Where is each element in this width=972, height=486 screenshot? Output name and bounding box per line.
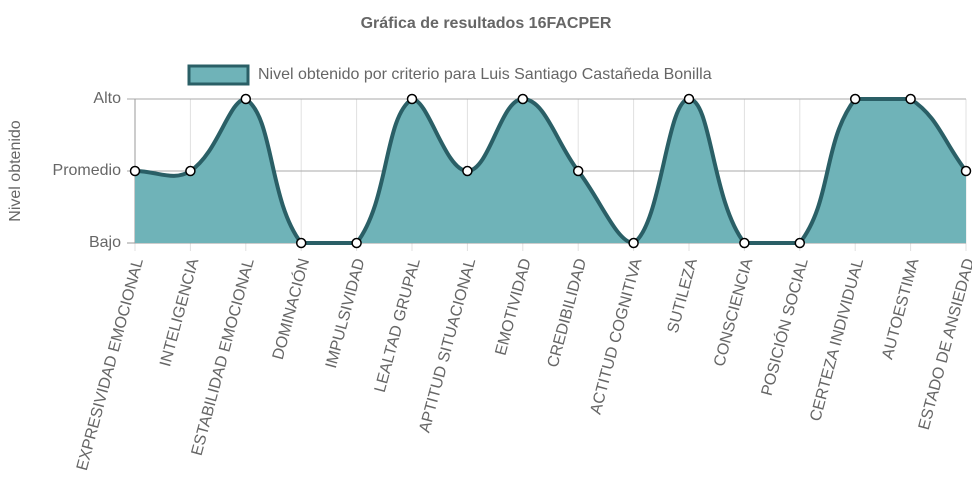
line: [134, 96, 968, 246]
point: [849, 93, 861, 105]
point: [517, 93, 529, 105]
x-tick-label: ESTADO DE ANSIEDAD: [916, 257, 972, 432]
x-tick-label: CREDIBILIDAD: [545, 257, 590, 370]
x-tick-label: DOMINACIÓN: [268, 256, 313, 361]
area-fill: [135, 99, 966, 243]
point: [351, 237, 362, 249]
y-tick-label: Alto: [93, 90, 121, 107]
x-tick-label: APTITUD SITUACIONAL: [416, 257, 479, 435]
x-tick-label: ACTITUD COGNITIVA: [588, 256, 646, 416]
point: [739, 237, 750, 249]
point: [129, 165, 141, 177]
point: [905, 93, 916, 105]
point: [628, 237, 639, 249]
x-tick-label: CONSCIENCIA: [711, 256, 756, 368]
point: [960, 165, 972, 177]
x-tick-label: ESTABILIDAD EMOCIONAL: [189, 257, 258, 458]
point: [185, 165, 196, 177]
point: [683, 93, 695, 105]
x-tick-label: POSICIÓN SOCIAL: [757, 256, 812, 398]
y-tick-label: Bajo: [89, 234, 121, 251]
x-tick-label: AUTOESTIMA: [879, 256, 922, 361]
point: [295, 237, 307, 249]
legend-label: Nivel obtenido por criterio para Luis Sa…: [258, 66, 712, 83]
legend-swatch: [187, 64, 250, 86]
point: [240, 93, 252, 105]
point: [462, 165, 473, 177]
x-tick-label: IMPULSIVIDAD: [323, 257, 369, 370]
point: [794, 237, 806, 249]
y-tick-label: Promedio: [53, 162, 122, 179]
x-tick-label: EXPRESIVIDAD EMOCIONAL: [74, 257, 147, 473]
point: [406, 93, 418, 105]
x-tick-label: SUTILEZA: [665, 256, 701, 335]
x-tick-label: LEALTAD GRUPAL: [372, 257, 424, 395]
x-tick-label: CERTEZA INDIVIDUAL: [807, 257, 867, 424]
chart-title: Gráfica de resultados 16FACPER: [361, 15, 612, 32]
x-tick-label: EMOTIVIDAD: [493, 257, 535, 358]
y-axis-title: Nivel obtenido: [7, 120, 24, 222]
point: [572, 165, 584, 177]
x-tick-label: INTELIGENCIA: [157, 256, 202, 368]
